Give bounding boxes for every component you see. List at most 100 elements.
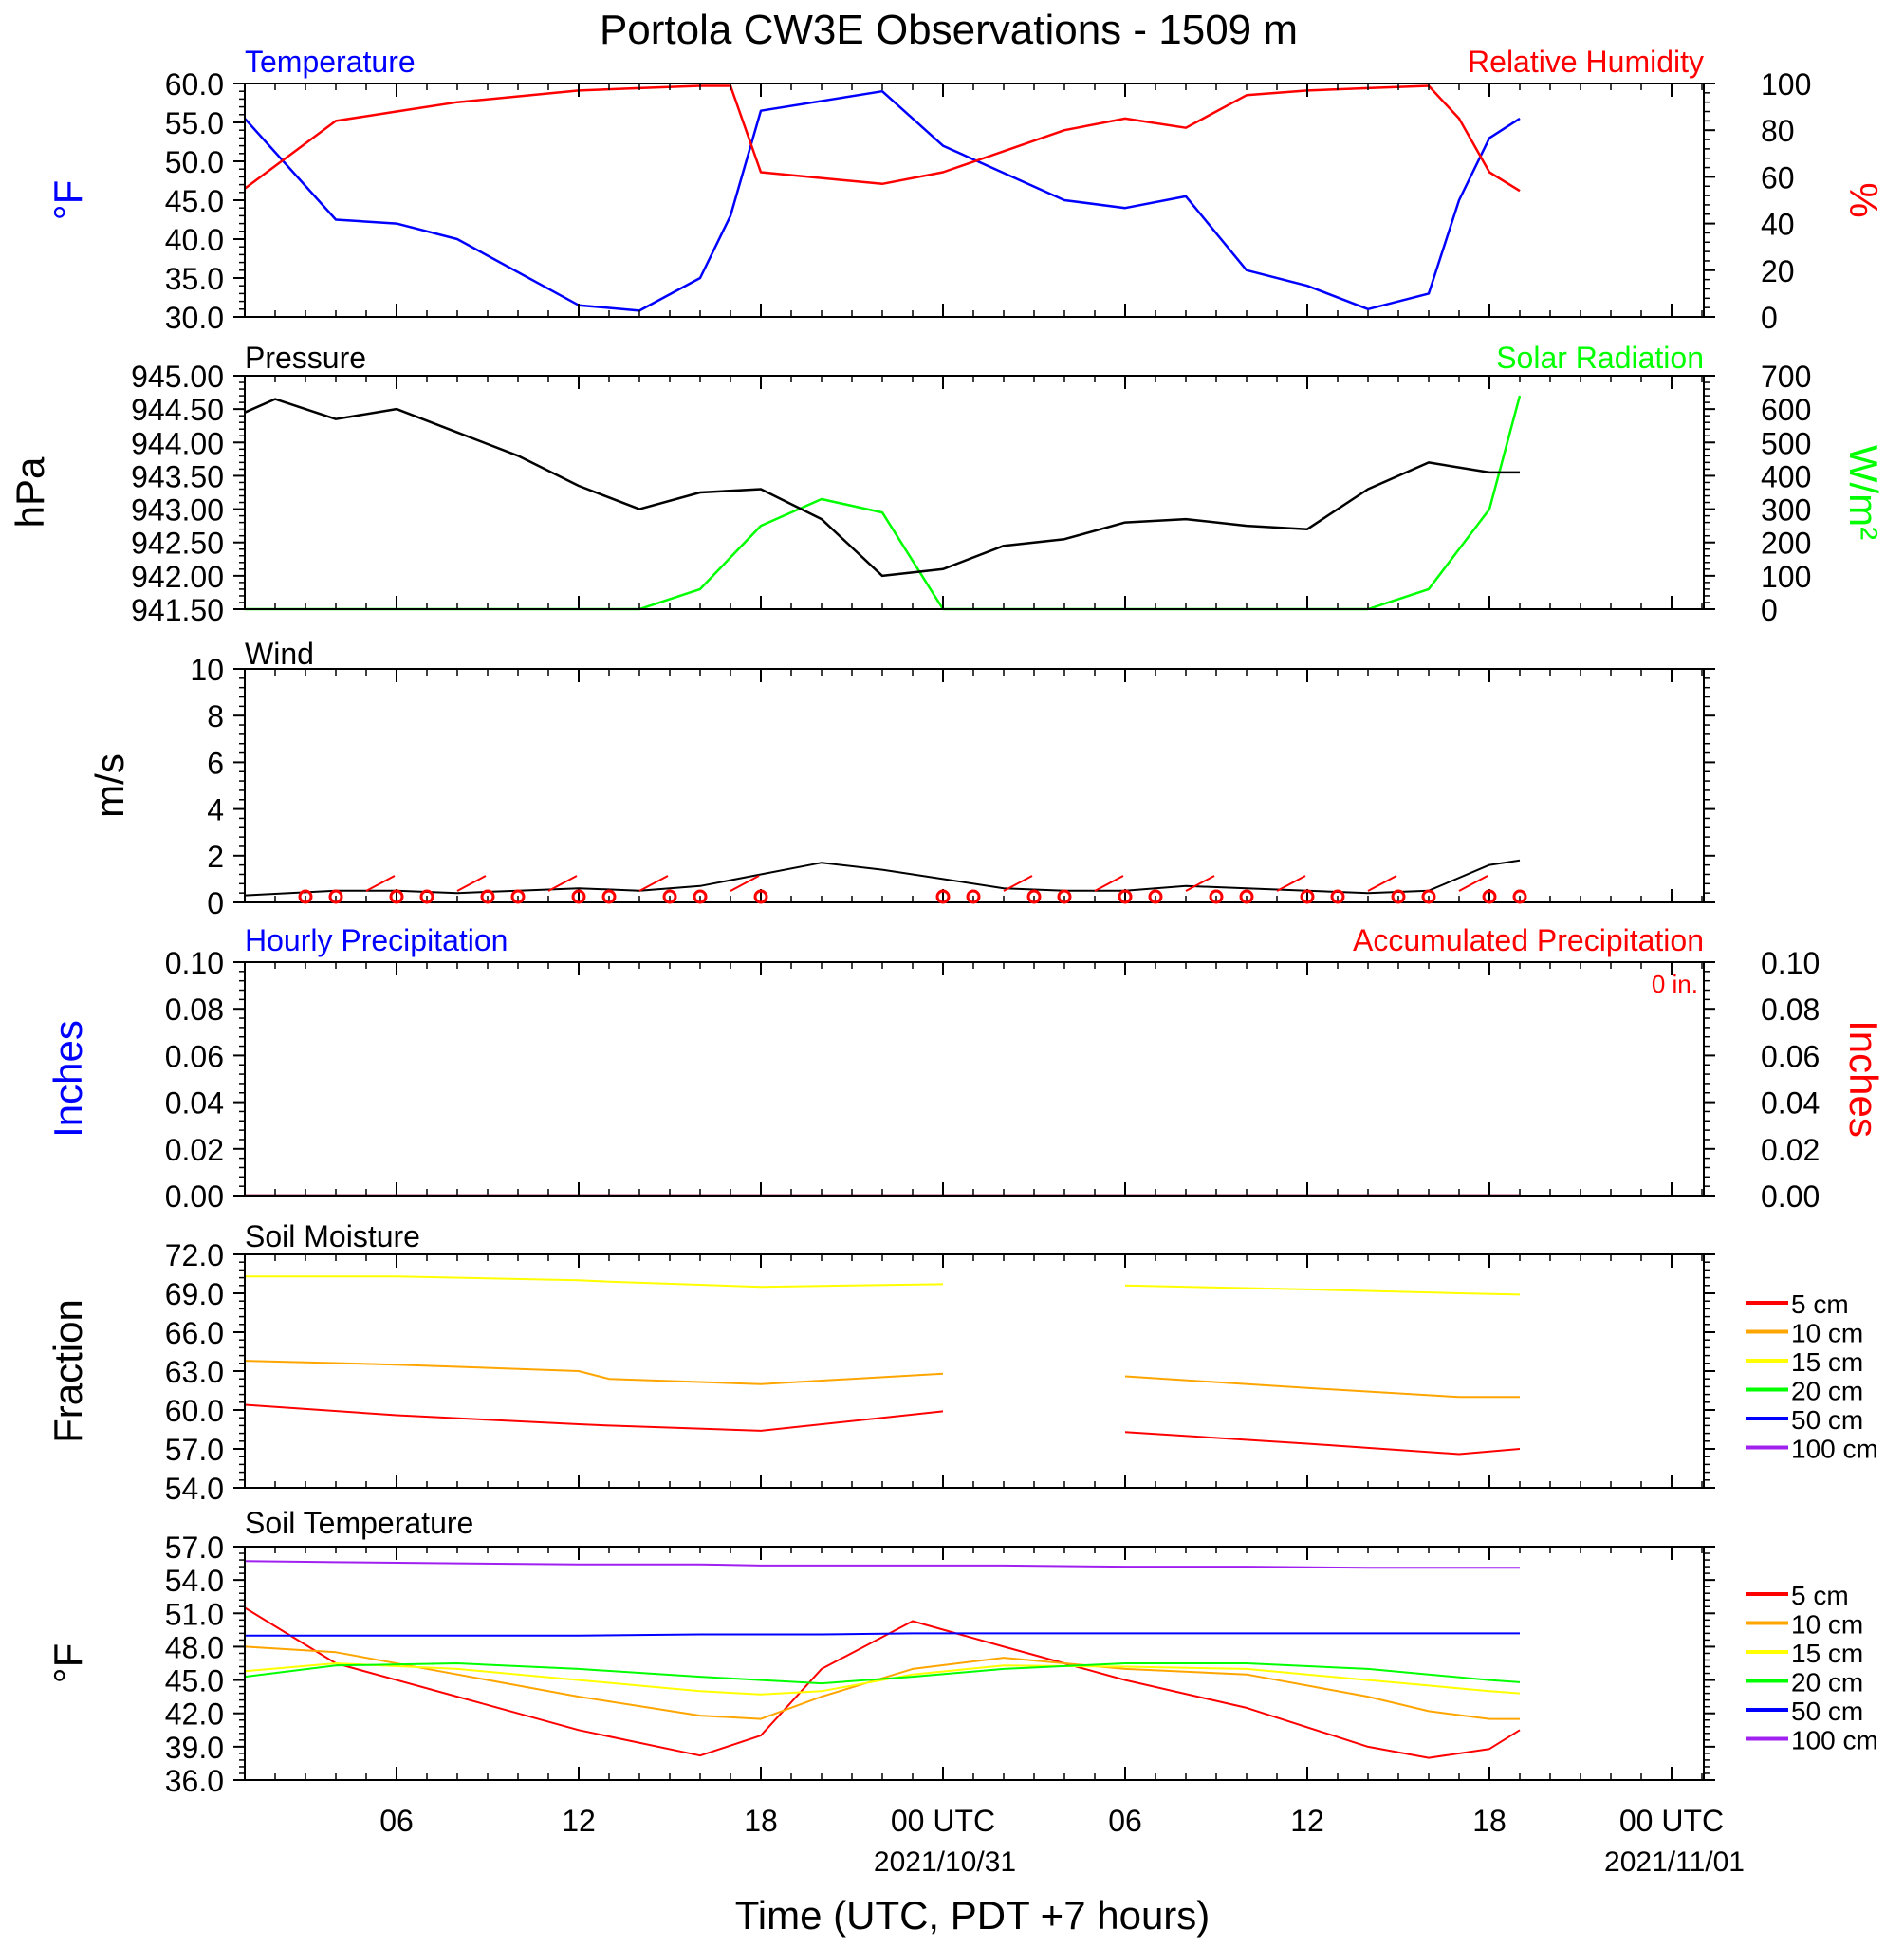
calm-wind-circle [935, 889, 951, 904]
pressure-left-tick-label: 942.00 [131, 560, 224, 594]
wind-left-tick-label: 10 [190, 653, 224, 687]
legend-label: 100 cm [1791, 1435, 1878, 1464]
solar-radiation-title: Solar Radiation [1496, 341, 1704, 375]
soil-temperature-axis-unit: °F [46, 1643, 90, 1683]
solar-radiation-axis-unit: W/m² [1841, 445, 1886, 540]
soil-temperature-left-tick-label: 51.0 [165, 1597, 224, 1631]
soil-temperature-left-tick-label: 48.0 [165, 1630, 224, 1664]
hourly-precipitation-left-tick-label: 0.08 [165, 993, 224, 1027]
hourly-precipitation-left-tick-label: 0.04 [165, 1086, 224, 1121]
pressure-left-tick-label: 943.00 [131, 493, 224, 528]
calm-wind-circle [662, 889, 677, 904]
wind-left-tick-label: 6 [207, 746, 224, 780]
temperature-plot-frame [244, 83, 1705, 318]
hourly-precipitation-left-tick-label: 0.10 [165, 946, 224, 980]
temperature-left-tick-label: 50.0 [165, 145, 224, 179]
temperature-left-tick-label: 60.0 [165, 67, 224, 102]
wind-barb [1276, 875, 1306, 892]
temperature-title: Temperature [245, 45, 416, 79]
temperature-axis-unit: °F [46, 180, 90, 220]
calm-wind-circle [1209, 889, 1224, 904]
pressure-left-tick-label: 941.50 [131, 593, 224, 627]
pressure-left-tick-label: 945.00 [131, 360, 224, 394]
soil-moisture-left-tick-label: 60.0 [165, 1394, 224, 1428]
accumulated-precipitation-right-tick-label: 0.08 [1761, 993, 1820, 1027]
legend-label: 10 cm [1791, 1610, 1863, 1640]
wind-barb [638, 875, 669, 892]
date-label-nov01: 2021/11/01 [1604, 1846, 1745, 1878]
relative-humidity-right-tick-label: 100 [1761, 67, 1811, 102]
solar-radiation-right-tick-label: 0 [1761, 593, 1778, 627]
pressure-panel: 945.00944.50944.00943.50943.00942.50942.… [8, 341, 1886, 627]
solar-radiation-right-tick-label: 700 [1761, 360, 1811, 394]
pressure-left-tick-label: 943.50 [131, 459, 224, 493]
legend-label: 10 cm [1791, 1319, 1863, 1348]
soil-moisture-left-tick-label: 66.0 [165, 1316, 224, 1350]
legend-label: 50 cm [1791, 1405, 1863, 1435]
wind-left-tick-label: 2 [207, 840, 224, 874]
precipitation-panel: 0.10 0.08 0.06 0.04 0.02 0.00 0.10 0.08 0.06 0.04… [46, 923, 1886, 1214]
x-tick-label: 18 [744, 1804, 778, 1838]
pressure-axis-unit: hPa [8, 456, 52, 528]
figure-title: Portola CW3E Observations - 1509 m [600, 7, 1298, 53]
accumulated-precipitation-title: Accumulated Precipitation [1353, 923, 1704, 957]
soil-moisture-title: Soil Moisture [245, 1219, 420, 1253]
accumulated-precipitation-total: 0 in. [1652, 970, 1698, 998]
legend-label: 15 cm [1791, 1639, 1863, 1668]
pressure-left-tick-label: 942.50 [131, 527, 224, 561]
x-tick-label: 00 UTC [1619, 1804, 1724, 1838]
x-tick-label: 06 [1108, 1804, 1142, 1838]
solar-radiation-line [245, 395, 1522, 611]
50-cm-line [245, 1632, 1520, 1637]
temperature-left-tick-label: 40.0 [165, 223, 224, 257]
wind-speed-line [244, 859, 1521, 897]
calm-wind-circle [419, 889, 434, 904]
soil-temperature-title: Soil Temperature [245, 1506, 473, 1540]
solar-radiation-right-tick-label: 400 [1761, 459, 1811, 493]
pressure-left-tick-label: 944.50 [131, 393, 224, 427]
calm-wind-circle [328, 889, 343, 904]
legend-label: 5 cm [1791, 1581, 1849, 1610]
soil-moisture-left-tick-label: 72.0 [165, 1238, 224, 1272]
accumulated-precipitation-right-tick-label: 0.04 [1761, 1086, 1820, 1121]
soil-temperature-left-tick-label: 57.0 [165, 1531, 224, 1565]
5-cm-line [1124, 1431, 1521, 1456]
wind-barb [547, 875, 578, 892]
relative-humidity-right-tick-label: 40 [1761, 208, 1795, 242]
relative-humidity-line [244, 84, 1521, 193]
wind-panel: 10 8 6 4 2 0 Wind m/s [87, 637, 1715, 920]
soil-moisture-left-tick-label: 69.0 [165, 1277, 224, 1311]
relative-humidity-right-tick-label: 80 [1761, 114, 1795, 148]
calm-wind-circle [571, 889, 586, 904]
x-axis-label: Time (UTC, PDT +7 hours) [735, 1893, 1211, 1938]
accumulated-precipitation-axis-unit: Inches [1841, 1020, 1886, 1138]
soil-moisture-left-tick-label: 63.0 [165, 1355, 224, 1389]
pressure-line [244, 398, 1520, 578]
calm-wind-circle [966, 889, 981, 904]
accumulated-precipitation-right-tick-label: 0.00 [1761, 1179, 1820, 1214]
wind-axis-unit: m/s [87, 753, 132, 818]
wind-barb [1094, 875, 1124, 892]
x-tick-label: 12 [1290, 1804, 1324, 1838]
accumulated-precipitation-right-tick-label: 0.02 [1761, 1133, 1820, 1167]
x-tick-label: 00 UTC [891, 1804, 995, 1838]
hourly-precipitation-title: Hourly Precipitation [245, 923, 508, 957]
wind-barb [1458, 875, 1488, 892]
soil-temperature-left-tick-label: 42.0 [165, 1698, 224, 1732]
10-cm-line [1124, 1375, 1520, 1399]
wind-barb [1367, 875, 1397, 892]
calm-wind-circle [1330, 889, 1345, 904]
x-tick-label: 06 [379, 1804, 414, 1838]
5-cm-line [244, 1606, 1521, 1759]
calm-wind-circle [693, 889, 708, 904]
solar-radiation-right-tick-label: 200 [1761, 527, 1811, 561]
calm-wind-circle [601, 889, 617, 904]
5-cm-line [244, 1403, 944, 1432]
temperature-panel: 60.0 55.0 50.0 45.0 40.0 35.0 30.0 100 80 60 40 20 0… [46, 45, 1886, 335]
temperature-left-tick-label: 55.0 [165, 106, 224, 140]
x-tick-label: 18 [1472, 1804, 1507, 1838]
wind-barbs [298, 875, 1527, 904]
legend-label: 100 cm [1791, 1726, 1878, 1755]
precipitation-plot-frame [244, 961, 1705, 1197]
solar-radiation-right-tick-label: 300 [1761, 493, 1811, 528]
